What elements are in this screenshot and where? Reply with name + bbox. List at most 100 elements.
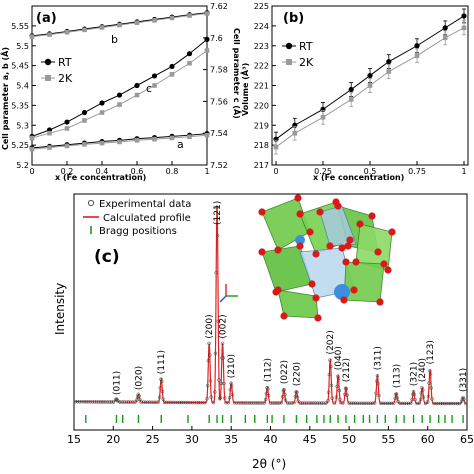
c-exp-point [395, 396, 400, 400]
a-point [169, 72, 175, 77]
c-exp-point [173, 400, 177, 405]
a-x-ticks: 0 0.2 0.4 0.6 0.8 1 [29, 161, 210, 176]
a-point [152, 18, 157, 23]
c-exp-point [260, 401, 264, 405]
c-exp-point [283, 392, 287, 397]
c-exp-point [317, 401, 322, 405]
oxygen-atom [296, 210, 304, 218]
a-point [116, 92, 123, 98]
c-exp-point [282, 387, 286, 392]
c-x-tick-label: 50 [342, 433, 356, 446]
c-exp-point [283, 398, 288, 402]
c-exp-point [300, 401, 305, 405]
c-exp-point [215, 205, 219, 210]
b-x-tick-label: 0.25 [314, 167, 332, 176]
c-exp-point [205, 396, 209, 401]
c-exp-point [254, 401, 258, 405]
c-exp-point [379, 401, 383, 406]
c-exp-point [404, 401, 409, 406]
c-exp-point [184, 400, 188, 405]
b-y-tick-label: 217 [254, 161, 269, 170]
oxygen-atom [316, 208, 324, 216]
c-hkl-label: (113) [392, 364, 402, 388]
c-x-tick-label: 20 [106, 433, 120, 446]
c-hkl-label: (321) [410, 362, 420, 386]
oxygen-atom [388, 228, 396, 236]
a-point [82, 27, 87, 33]
a-point [99, 140, 105, 146]
b-xlabel: x (Fe concentration) [313, 173, 404, 182]
a-x-tick-label: 0.6 [131, 167, 144, 176]
c-exp-point [459, 399, 464, 404]
c-exp-point [436, 401, 441, 406]
c-legend-calc: Calculated profile [103, 213, 191, 224]
c-hkl-label: (040) [334, 346, 344, 370]
c-exp-point [198, 400, 203, 405]
c-x-tick-label: 30 [185, 433, 199, 446]
a-x-tick-label: 0.8 [166, 167, 179, 176]
c-hkl-label: (020) [134, 366, 144, 390]
b-point [348, 97, 354, 102]
a-point [81, 109, 88, 116]
c-exp-point [347, 401, 351, 405]
c-exp-point [385, 401, 390, 406]
oxygen-atom [380, 260, 388, 268]
c-exp-point [221, 356, 226, 360]
c-exp-point [457, 401, 462, 406]
a-point [82, 118, 87, 123]
c-exp-point [262, 401, 267, 405]
c-exp-point [420, 386, 424, 390]
c-exp-point [263, 397, 268, 402]
c-exp-point [101, 400, 105, 404]
c-exp-point [396, 399, 400, 404]
c-exp-point [334, 395, 339, 399]
a-right-tick-label: 7.6 [210, 34, 223, 43]
triad-axis [219, 295, 227, 303]
a-point [134, 20, 140, 25]
c-exp-point [230, 384, 234, 388]
c-exp-point [150, 400, 154, 405]
c-exp-point [157, 395, 162, 399]
crystal-structure-inset [258, 194, 396, 322]
oxygen-atoms [258, 194, 396, 322]
c-exp-point [217, 378, 221, 382]
c-exp-point [103, 400, 107, 404]
c-exp-point [415, 401, 419, 406]
a-point [134, 138, 140, 143]
oxygen-atom [294, 194, 302, 202]
oxygen-atom [344, 242, 352, 250]
c-exp-point [311, 401, 315, 405]
a-point [152, 83, 157, 88]
c-exp-point [315, 401, 320, 405]
c-exp-point [145, 400, 150, 405]
panel-c-frame [73, 193, 468, 431]
a-point [64, 119, 70, 125]
c-hkl-label: (212) [342, 358, 352, 382]
c-exp-point [237, 401, 241, 405]
c-exp-point [313, 401, 317, 405]
oxygen-atom [296, 242, 304, 250]
b-x-tick-label: 0.75 [408, 167, 426, 176]
oxygen-atom [312, 250, 320, 258]
c-x-tick-label: 40 [264, 433, 278, 446]
c-exp-point [335, 384, 339, 389]
c-exp-point [393, 396, 397, 401]
c-exp-point [402, 401, 407, 406]
c-exp-point [370, 401, 375, 406]
a-point [134, 92, 140, 98]
octahedron [319, 205, 357, 247]
c-exp-point [336, 374, 340, 379]
c-exp-point [381, 401, 385, 406]
c-exp-point [256, 401, 260, 405]
c-hkl-label: (200) [205, 314, 215, 338]
c-exp-point [413, 397, 417, 402]
oxygen-atom [274, 286, 282, 294]
c-x-tick-label: 25 [146, 433, 160, 446]
c-exp-point [124, 400, 129, 404]
oxygen-atom [308, 280, 316, 288]
oxygen-atom [338, 244, 346, 252]
a-legend-rt: RT [58, 56, 72, 69]
c-exp-point [419, 391, 424, 395]
c-exp-point [192, 400, 197, 405]
panel-a: (a) 5.25.255.35.355.45.455.55.55 7.527.5… [0, 2, 242, 182]
